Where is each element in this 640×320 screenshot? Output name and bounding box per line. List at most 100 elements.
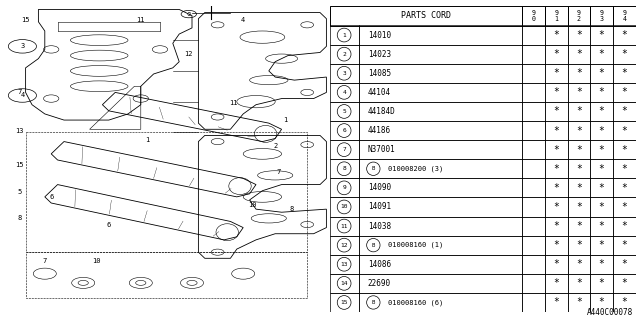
Text: 1: 1 — [283, 117, 287, 123]
Bar — [613, 293, 636, 312]
Text: *: * — [554, 183, 559, 193]
Text: *: * — [621, 259, 627, 269]
Text: *: * — [576, 30, 582, 40]
Text: *: * — [598, 68, 605, 78]
Text: *: * — [576, 87, 582, 97]
Text: *: * — [621, 164, 627, 174]
Text: ⊙: ⊙ — [186, 12, 191, 17]
Bar — [568, 236, 590, 255]
Bar — [613, 236, 636, 255]
Text: *: * — [576, 49, 582, 59]
Text: N37001: N37001 — [368, 145, 396, 154]
Bar — [545, 293, 568, 312]
Bar — [590, 274, 613, 293]
Text: 7: 7 — [43, 258, 47, 264]
Bar — [358, 121, 522, 140]
Text: 11: 11 — [340, 224, 348, 228]
Bar — [522, 6, 545, 26]
Bar — [522, 102, 545, 121]
Bar — [522, 293, 545, 312]
Bar — [568, 140, 590, 159]
Bar — [330, 274, 358, 293]
Bar — [613, 217, 636, 236]
Text: *: * — [621, 68, 627, 78]
Text: 1: 1 — [145, 137, 149, 143]
Text: 5: 5 — [342, 109, 346, 114]
Bar — [522, 121, 545, 140]
Bar — [590, 293, 613, 312]
Bar — [330, 121, 358, 140]
Bar — [613, 255, 636, 274]
Bar — [568, 178, 590, 197]
Text: *: * — [576, 125, 582, 136]
Bar — [330, 140, 358, 159]
Text: *: * — [554, 259, 559, 269]
Bar — [522, 83, 545, 102]
Bar — [358, 293, 522, 312]
Text: B: B — [372, 166, 375, 171]
Text: *: * — [554, 221, 559, 231]
Text: *: * — [576, 278, 582, 288]
Text: *: * — [598, 125, 605, 136]
Text: 14038: 14038 — [368, 221, 391, 230]
Text: 5: 5 — [17, 189, 21, 195]
Text: 15: 15 — [21, 17, 30, 23]
Text: *: * — [621, 298, 627, 308]
Text: 2: 2 — [273, 143, 277, 149]
Bar — [568, 44, 590, 64]
Text: B: B — [372, 300, 375, 305]
Bar — [590, 236, 613, 255]
Bar — [330, 159, 358, 178]
Text: *: * — [554, 298, 559, 308]
Text: *: * — [576, 259, 582, 269]
Text: 6: 6 — [342, 128, 346, 133]
Text: 14091: 14091 — [368, 203, 391, 212]
Bar — [545, 159, 568, 178]
Bar — [545, 83, 568, 102]
Bar — [568, 274, 590, 293]
Text: *: * — [554, 145, 559, 155]
Bar — [330, 102, 358, 121]
Bar — [358, 102, 522, 121]
Text: 10: 10 — [92, 258, 100, 264]
Bar — [545, 140, 568, 159]
Text: 9: 9 — [342, 185, 346, 190]
Bar — [590, 64, 613, 83]
Bar — [545, 217, 568, 236]
Text: 15: 15 — [340, 300, 348, 305]
Text: *: * — [598, 49, 605, 59]
Bar — [522, 255, 545, 274]
Text: *: * — [554, 107, 559, 116]
Bar — [568, 64, 590, 83]
Text: 7: 7 — [276, 169, 280, 175]
Text: *: * — [621, 107, 627, 116]
Bar — [590, 83, 613, 102]
Bar — [613, 26, 636, 44]
Bar — [613, 6, 636, 26]
Text: 2: 2 — [342, 52, 346, 57]
Bar — [590, 178, 613, 197]
Text: *: * — [598, 259, 605, 269]
Text: 4: 4 — [20, 92, 24, 99]
Bar — [568, 121, 590, 140]
Bar — [568, 159, 590, 178]
Text: *: * — [598, 202, 605, 212]
Bar — [330, 26, 358, 44]
Bar — [545, 255, 568, 274]
Bar — [590, 197, 613, 217]
Text: *: * — [554, 240, 559, 250]
Text: *: * — [576, 298, 582, 308]
Bar — [545, 6, 568, 26]
Bar — [522, 64, 545, 83]
Bar — [613, 197, 636, 217]
Text: 14086: 14086 — [368, 260, 391, 269]
Bar — [358, 140, 522, 159]
Bar — [545, 178, 568, 197]
Bar — [330, 293, 358, 312]
Text: 6: 6 — [49, 194, 53, 200]
Bar — [590, 44, 613, 64]
Bar — [330, 178, 358, 197]
Bar — [522, 44, 545, 64]
Text: 22690: 22690 — [368, 279, 391, 288]
Text: 010008200 (3): 010008200 (3) — [388, 165, 443, 172]
